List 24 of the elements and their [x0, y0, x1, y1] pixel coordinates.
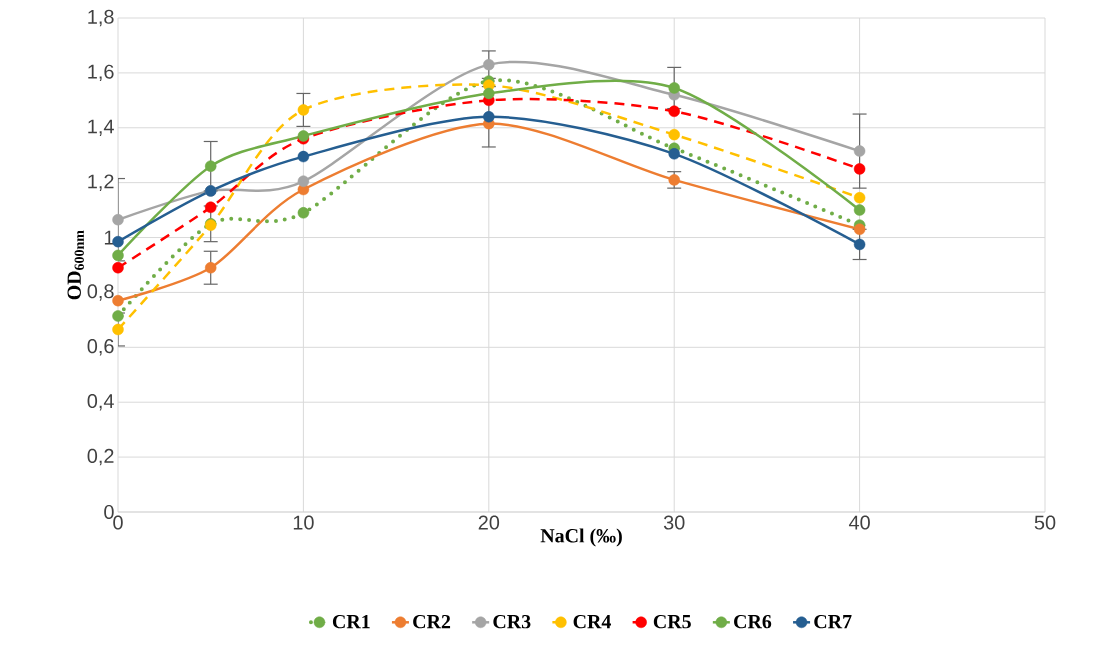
- x-tick-label: 10: [293, 515, 314, 530]
- legend-label: CR6: [734, 614, 772, 629]
- legend-label: CR1: [332, 614, 370, 629]
- legend-label: CR3: [493, 614, 531, 629]
- y-tick-label: 1: [104, 230, 114, 245]
- x-tick-label: 50: [1034, 515, 1056, 530]
- legend-label: CR5: [653, 614, 691, 629]
- x-axis-title: NaCl (‰): [540, 528, 622, 547]
- y-tick-label: 0,8: [87, 284, 114, 301]
- y-tick-label: 0,2: [87, 448, 114, 466]
- y-tick-label: 1,4: [88, 119, 114, 136]
- y-tick-label: 1,8: [88, 9, 114, 27]
- y-tick-label: 0: [104, 504, 114, 520]
- y-tick-label: 0,6: [87, 339, 114, 356]
- y-tick-label: 0,4: [87, 393, 114, 411]
- y-axis-title: OD$_{600nm}$: [67, 230, 84, 300]
- x-tick-label: 30: [663, 515, 685, 530]
- y-tick-label: 1,6: [88, 64, 114, 82]
- x-tick-label: 40: [848, 515, 870, 530]
- y-tick-label: 1,2: [88, 174, 114, 191]
- legend-label: CR4: [573, 614, 611, 629]
- x-tick-label: 20: [478, 515, 500, 530]
- legend-label: CR7: [814, 614, 852, 629]
- legend-label: CR2: [413, 614, 451, 629]
